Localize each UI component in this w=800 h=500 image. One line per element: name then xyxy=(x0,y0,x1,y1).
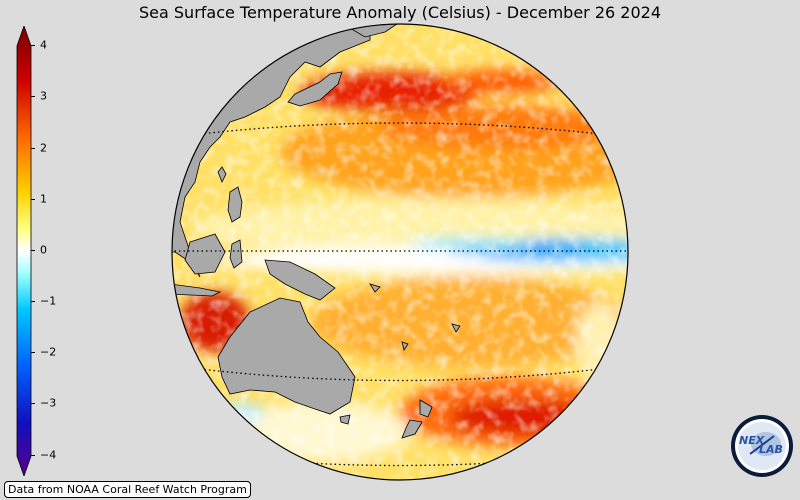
colorbar xyxy=(16,26,32,476)
tick-label: 0 xyxy=(40,243,47,257)
tick-label: 1 xyxy=(40,192,47,206)
map-title: Sea Surface Temperature Anomaly (Celsius… xyxy=(139,3,661,22)
globe-map xyxy=(171,23,629,481)
tick-label: 2 xyxy=(40,141,47,155)
tick-label: 3 xyxy=(40,89,47,103)
tick-label: −1 xyxy=(40,294,57,308)
svg-text:LAB: LAB xyxy=(759,443,783,456)
anomaly-field xyxy=(172,24,628,480)
tick-label: 4 xyxy=(40,38,47,52)
svg-text:NEX: NEX xyxy=(739,434,765,447)
tick-label: −3 xyxy=(40,396,57,410)
tick-label: −4 xyxy=(40,448,57,462)
nexlab-logo: NEX LAB xyxy=(731,415,793,477)
data-credit: Data from NOAA Coral Reef Watch Program xyxy=(4,481,251,498)
globe-outline xyxy=(171,23,629,481)
tick-label: −2 xyxy=(40,345,57,359)
